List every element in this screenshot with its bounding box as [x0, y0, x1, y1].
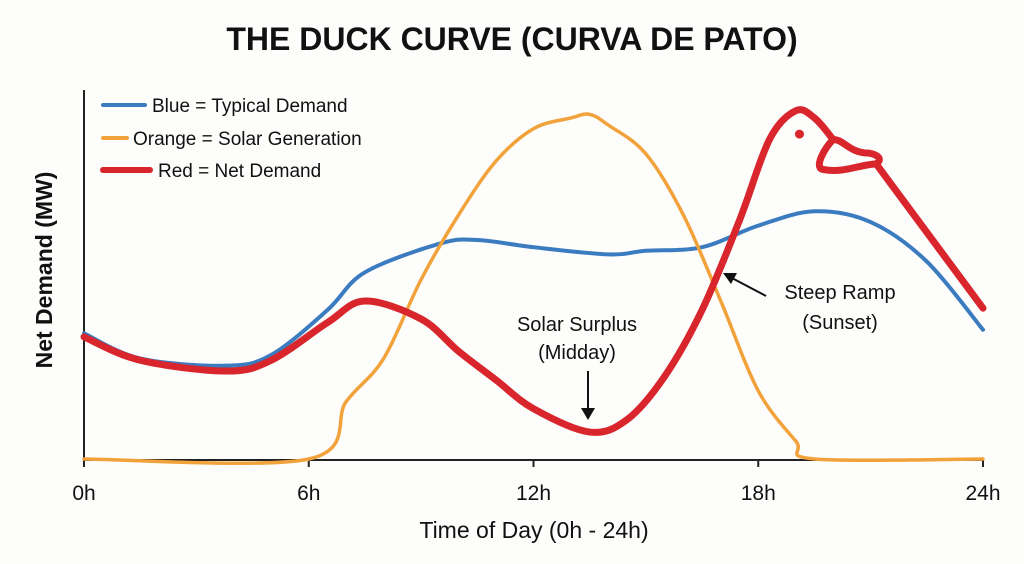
annotation-text: (Sunset)	[802, 312, 878, 334]
arrowhead-icon	[581, 408, 595, 420]
annotation-steep-ramp: Steep Ramp (Sunset)	[723, 273, 896, 334]
legend-label-orange: Orange = Solar Generation	[133, 129, 362, 150]
legend-label-blue: Blue = Typical Demand	[152, 96, 348, 117]
annotation-arrow	[729, 276, 767, 297]
duck-eye-icon	[794, 129, 804, 139]
annotation-text: (Midday)	[538, 342, 616, 364]
x-axis-label: Time of Day (0h - 24h)	[419, 517, 648, 543]
x-tick-label: 6h	[297, 482, 320, 505]
legend: Blue = Typical Demand Orange = Solar Gen…	[100, 96, 362, 182]
x-tick-label: 18h	[741, 482, 776, 505]
x-tick-label: 12h	[516, 482, 551, 505]
chart-title: THE DUCK CURVE (CURVA DE PATO)	[226, 21, 797, 57]
legend-label-red: Red = Net Demand	[158, 161, 321, 182]
y-axis-label: Net Demand (MW)	[31, 172, 57, 369]
series-solar-generation	[82, 112, 985, 465]
annotation-text: Steep Ramp	[784, 282, 895, 304]
annotation-solar-surplus: Solar Surplus (Midday)	[517, 314, 637, 420]
annotation-text: Solar Surplus	[517, 314, 637, 336]
x-tick-label: 0h	[72, 482, 95, 505]
x-tick-label: 24h	[965, 482, 1000, 505]
arrowhead-icon	[723, 273, 737, 284]
series-net-demand	[80, 106, 987, 436]
series-typical-demand	[82, 209, 985, 368]
